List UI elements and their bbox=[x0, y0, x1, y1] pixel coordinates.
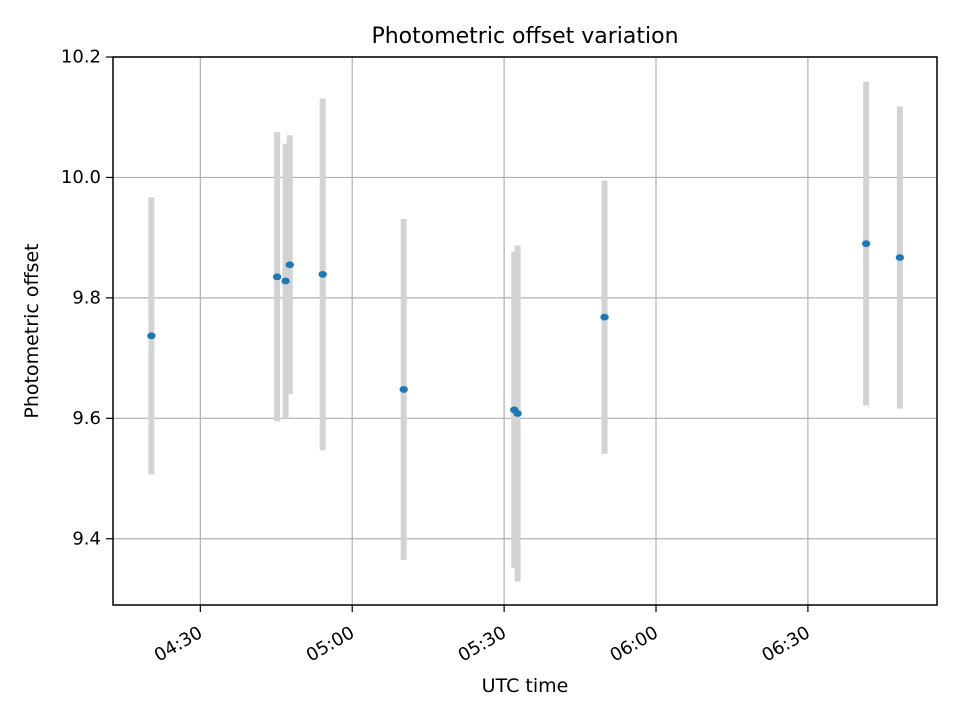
y-axis-ticks: 9.4 9.6 9.8 10.0 10.2 bbox=[61, 47, 113, 549]
data-point bbox=[513, 410, 522, 417]
y-tick-label: 9.8 bbox=[72, 287, 101, 308]
data-point bbox=[600, 313, 609, 321]
y-tick-label: 9.6 bbox=[72, 408, 101, 429]
data-point bbox=[147, 332, 156, 340]
y-tick-label: 10.2 bbox=[61, 47, 101, 68]
y-tick-label: 9.4 bbox=[72, 528, 101, 549]
data-point bbox=[318, 270, 327, 278]
plot-frame bbox=[112, 56, 938, 606]
y-axis-label: Photometric offset bbox=[21, 243, 43, 418]
data-point bbox=[861, 240, 871, 248]
data-point bbox=[895, 254, 905, 261]
y-tick-label: 10.0 bbox=[61, 167, 101, 188]
data-point bbox=[285, 261, 294, 269]
data-point bbox=[272, 273, 282, 281]
x-axis-label: UTC time bbox=[482, 675, 569, 697]
data-point bbox=[281, 277, 290, 285]
data-points bbox=[147, 240, 905, 417]
chart-title: Photometric offset variation bbox=[371, 24, 678, 49]
data-point bbox=[399, 386, 408, 393]
